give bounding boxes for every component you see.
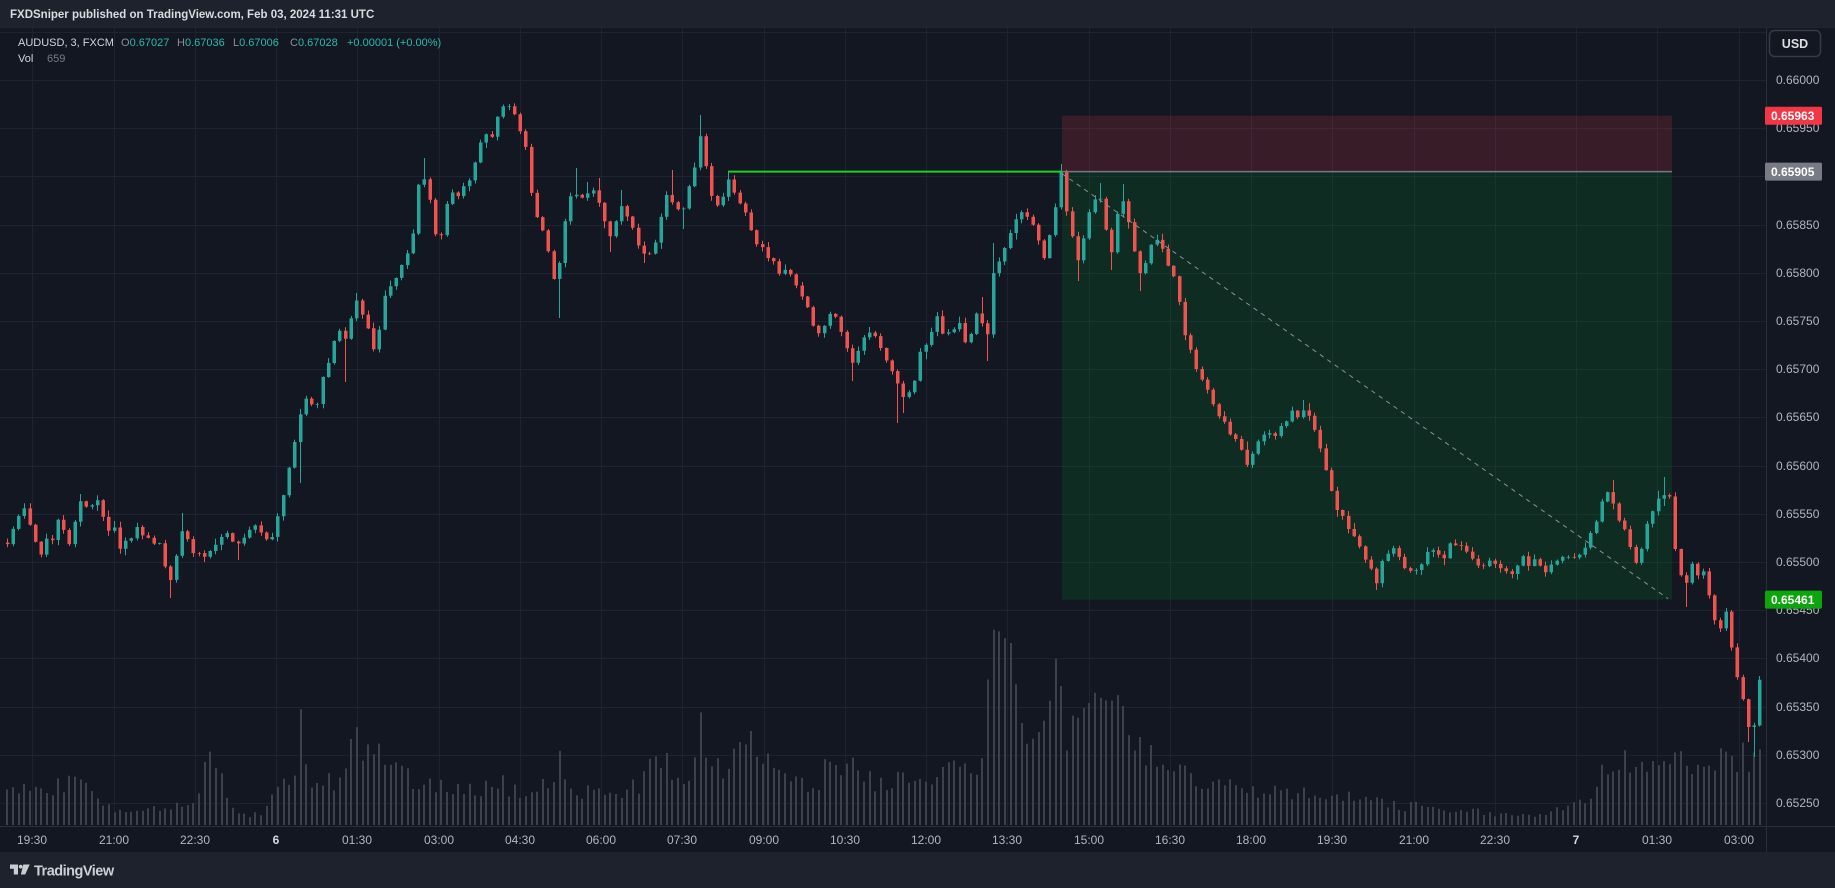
- svg-text:FXDSniper published on Trading: FXDSniper published on TradingView.com, …: [10, 9, 374, 21]
- svg-text:TradingView: TradingView: [34, 864, 115, 880]
- svg-text:0.65905: 0.65905: [1771, 165, 1815, 179]
- svg-text:15:00: 15:00: [1074, 833, 1104, 847]
- svg-text:0.65250: 0.65250: [1776, 796, 1820, 810]
- svg-text:01:30: 01:30: [342, 833, 372, 847]
- svg-text:19:30: 19:30: [1317, 833, 1347, 847]
- svg-text:12:00: 12:00: [911, 833, 941, 847]
- svg-text:03:00: 03:00: [1724, 833, 1754, 847]
- svg-text:0.65500: 0.65500: [1776, 555, 1820, 569]
- svg-text:16:30: 16:30: [1155, 833, 1185, 847]
- svg-text:USD: USD: [1782, 37, 1808, 51]
- svg-text:21:00: 21:00: [99, 833, 129, 847]
- svg-text:10:30: 10:30: [830, 833, 860, 847]
- svg-text:0.65700: 0.65700: [1776, 362, 1820, 376]
- svg-text:0.65963: 0.65963: [1771, 109, 1815, 123]
- svg-text:6: 6: [273, 833, 280, 847]
- svg-text:7: 7: [1573, 833, 1580, 847]
- svg-text:09:00: 09:00: [749, 833, 779, 847]
- svg-text:13:30: 13:30: [992, 833, 1022, 847]
- svg-text:0.65800: 0.65800: [1776, 266, 1820, 280]
- svg-text:07:30: 07:30: [667, 833, 697, 847]
- svg-text:0.65350: 0.65350: [1776, 700, 1820, 714]
- svg-text:01:30: 01:30: [1642, 833, 1672, 847]
- svg-text:19:30: 19:30: [17, 833, 47, 847]
- svg-text:0.65650: 0.65650: [1776, 410, 1820, 424]
- svg-text:0.65750: 0.65750: [1776, 314, 1820, 328]
- svg-text:0.65461: 0.65461: [1771, 593, 1815, 607]
- svg-text:0.65850: 0.65850: [1776, 218, 1820, 232]
- svg-text:0.66000: 0.66000: [1776, 73, 1820, 87]
- svg-text:0.65300: 0.65300: [1776, 748, 1820, 762]
- svg-text:0.65550: 0.65550: [1776, 507, 1820, 521]
- svg-text:0.65400: 0.65400: [1776, 651, 1820, 665]
- svg-text:18:00: 18:00: [1236, 833, 1266, 847]
- svg-text:04:30: 04:30: [505, 833, 535, 847]
- svg-text:22:30: 22:30: [1480, 833, 1510, 847]
- svg-text:22:30: 22:30: [180, 833, 210, 847]
- svg-text:03:00: 03:00: [424, 833, 454, 847]
- svg-text:21:00: 21:00: [1399, 833, 1429, 847]
- svg-text:0.65600: 0.65600: [1776, 459, 1820, 473]
- svg-text:06:00: 06:00: [586, 833, 616, 847]
